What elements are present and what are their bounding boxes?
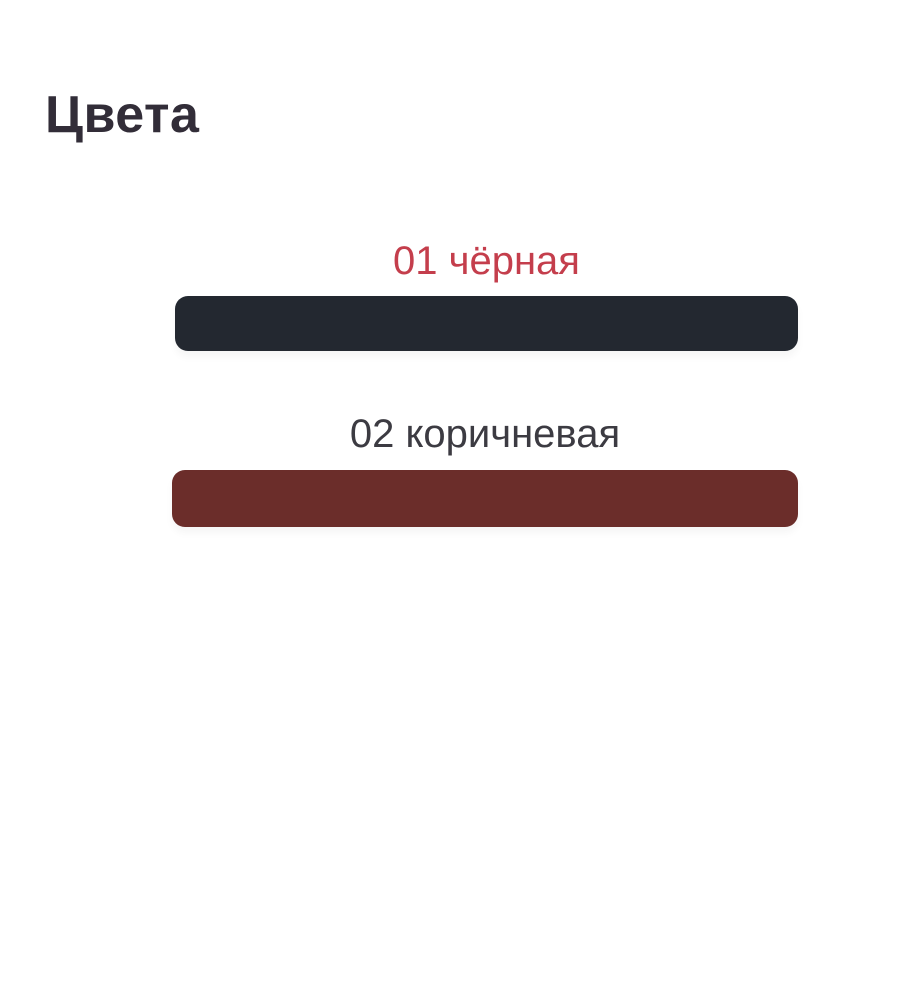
color-option-02-brown[interactable]: 02 коричневая (172, 411, 798, 527)
color-option-label-02[interactable]: 02 коричневая (349, 412, 621, 456)
color-option-01-black[interactable]: 01 чёрная (175, 238, 798, 351)
colors-section-title: Цвета (45, 86, 200, 144)
color-swatch-brown[interactable] (172, 470, 798, 527)
color-option-label-01[interactable]: 01 чёрная (393, 239, 580, 283)
color-swatch-black[interactable] (175, 296, 798, 351)
